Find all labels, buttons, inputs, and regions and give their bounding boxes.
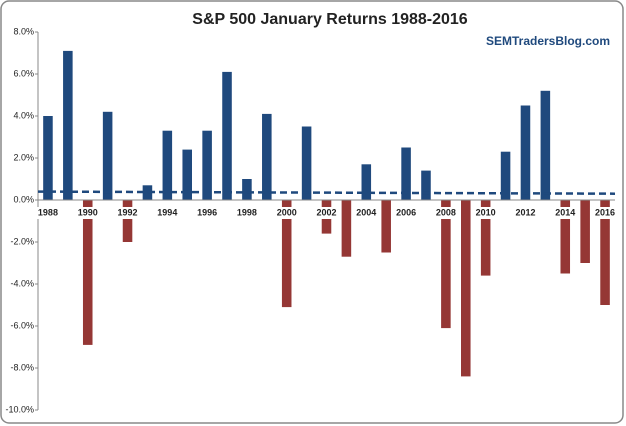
x-tick-label: 1998 <box>237 207 257 217</box>
y-tick-label: 0.0% <box>13 194 34 204</box>
x-tick-label-bg <box>233 207 260 219</box>
x-tick-label: 2004 <box>356 207 376 217</box>
y-tick-label: -6.0% <box>10 320 34 330</box>
bar <box>43 116 53 200</box>
bar <box>381 200 391 253</box>
bar <box>63 50 73 201</box>
x-tick-label-bg <box>273 207 300 219</box>
x-tick-label-bg <box>353 207 380 219</box>
x-tick-label-bg <box>472 207 499 219</box>
x-tick-label: 2008 <box>436 207 456 217</box>
chart-subtitle: SEMTradersBlog.com <box>486 34 610 48</box>
x-tick-label: 1992 <box>118 207 138 217</box>
bar <box>281 200 292 308</box>
y-tick-label: -10.0% <box>5 404 34 414</box>
bar <box>182 149 192 200</box>
bar <box>580 200 590 263</box>
bar <box>560 200 571 274</box>
bar <box>301 126 312 200</box>
bar <box>600 200 610 305</box>
x-tick-label-bg <box>393 207 420 219</box>
bar <box>82 200 93 345</box>
bar <box>222 71 232 201</box>
x-tick-label-bg <box>313 207 340 219</box>
y-tick-label: -4.0% <box>10 278 34 288</box>
trendline <box>37 190 616 195</box>
y-tick-label: 2.0% <box>13 152 34 162</box>
bar <box>262 113 272 200</box>
bar <box>441 200 451 329</box>
x-tick-label: 2006 <box>396 207 416 217</box>
x-tick-label-bg <box>194 207 221 219</box>
bar <box>202 130 212 200</box>
x-tick-label: 1990 <box>78 207 98 217</box>
x-tick-label: 1996 <box>197 207 217 217</box>
bar <box>341 200 352 257</box>
x-tick-label-bg <box>114 207 141 219</box>
x-tick-label-bg <box>512 207 539 219</box>
y-tick-label: -2.0% <box>10 236 34 246</box>
x-tick-label: 1994 <box>157 207 177 217</box>
chart-title: S&P 500 January Returns 1988-2016 <box>192 11 468 28</box>
x-tick-label: 2000 <box>277 207 297 217</box>
x-tick-label-bg <box>592 207 619 219</box>
x-tick-label: 2010 <box>476 207 496 217</box>
y-tick-label: 6.0% <box>13 68 34 78</box>
x-tick-label-bg <box>154 207 181 219</box>
y-tick-label: -8.0% <box>10 362 34 372</box>
x-tick-label-bg <box>74 207 101 219</box>
bar <box>102 111 113 200</box>
bar <box>500 151 511 200</box>
bar <box>540 90 551 200</box>
bar <box>520 105 531 200</box>
x-tick-label: 2002 <box>316 207 336 217</box>
x-tick-label: 2012 <box>515 207 535 217</box>
bar <box>142 185 153 200</box>
bar <box>480 200 491 276</box>
x-tick-label-bg <box>34 207 61 219</box>
x-tick-label-bg <box>432 207 459 219</box>
bar <box>242 179 252 200</box>
bar <box>461 200 471 377</box>
bar <box>162 130 173 200</box>
bar <box>122 200 133 242</box>
bar <box>401 147 411 200</box>
x-tick-label: 2014 <box>555 207 575 217</box>
y-tick-label: 4.0% <box>13 110 34 120</box>
x-tick-label: 2016 <box>595 207 615 217</box>
bar <box>421 170 431 200</box>
y-tick-label: 8.0% <box>13 26 34 36</box>
x-tick-label: 1988 <box>38 207 58 217</box>
bar <box>361 164 372 200</box>
x-tick-label-bg <box>552 207 579 219</box>
